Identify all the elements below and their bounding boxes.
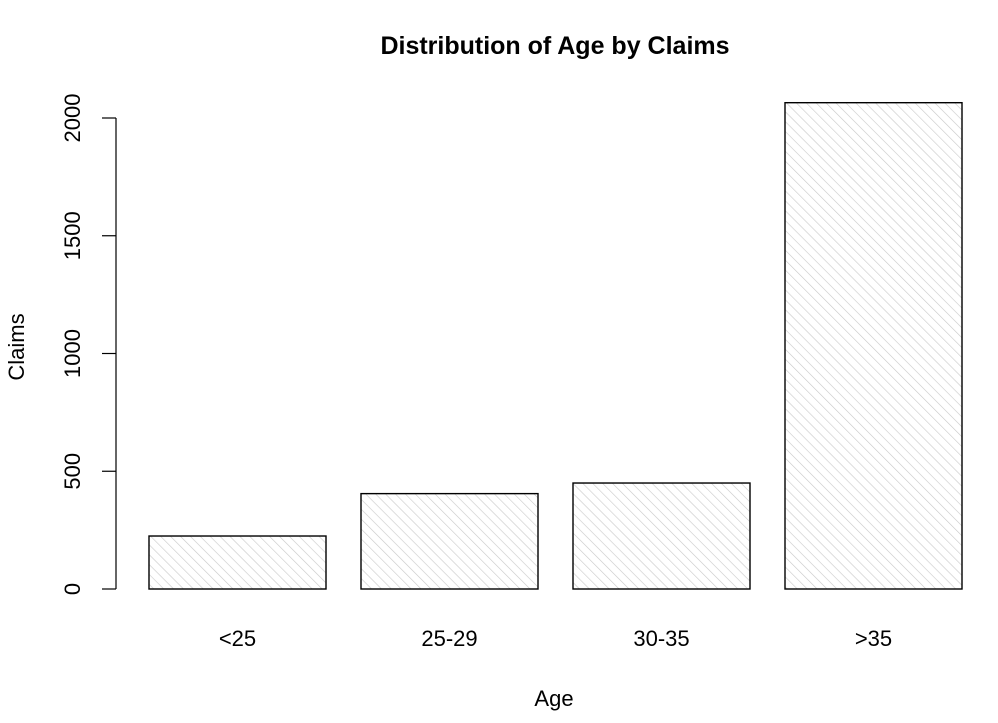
y-tick-label: 1500 xyxy=(60,211,85,260)
y-axis: 0 500 1000 1500 2000 xyxy=(60,94,117,595)
y-tick-label: 2000 xyxy=(60,94,85,143)
y-tick-label: 1000 xyxy=(60,329,85,378)
x-tick-label: 25-29 xyxy=(421,626,477,651)
x-tick-label: 30-35 xyxy=(633,626,689,651)
y-tick-label: 0 xyxy=(60,583,85,595)
y-tick-label: 500 xyxy=(60,453,85,490)
x-tick-label: <25 xyxy=(219,626,256,651)
x-axis-label: Age xyxy=(534,686,573,711)
bars-group xyxy=(148,101,963,590)
bar xyxy=(572,482,751,590)
chart-title: Distribution of Age by Claims xyxy=(380,32,729,60)
x-tick-label: >35 xyxy=(855,626,892,651)
bar xyxy=(784,101,963,590)
bar xyxy=(148,535,327,590)
x-tick-labels: <25 25-29 30-35 >35 xyxy=(219,626,892,651)
bar xyxy=(360,492,539,590)
y-axis-label: Claims xyxy=(4,313,29,380)
